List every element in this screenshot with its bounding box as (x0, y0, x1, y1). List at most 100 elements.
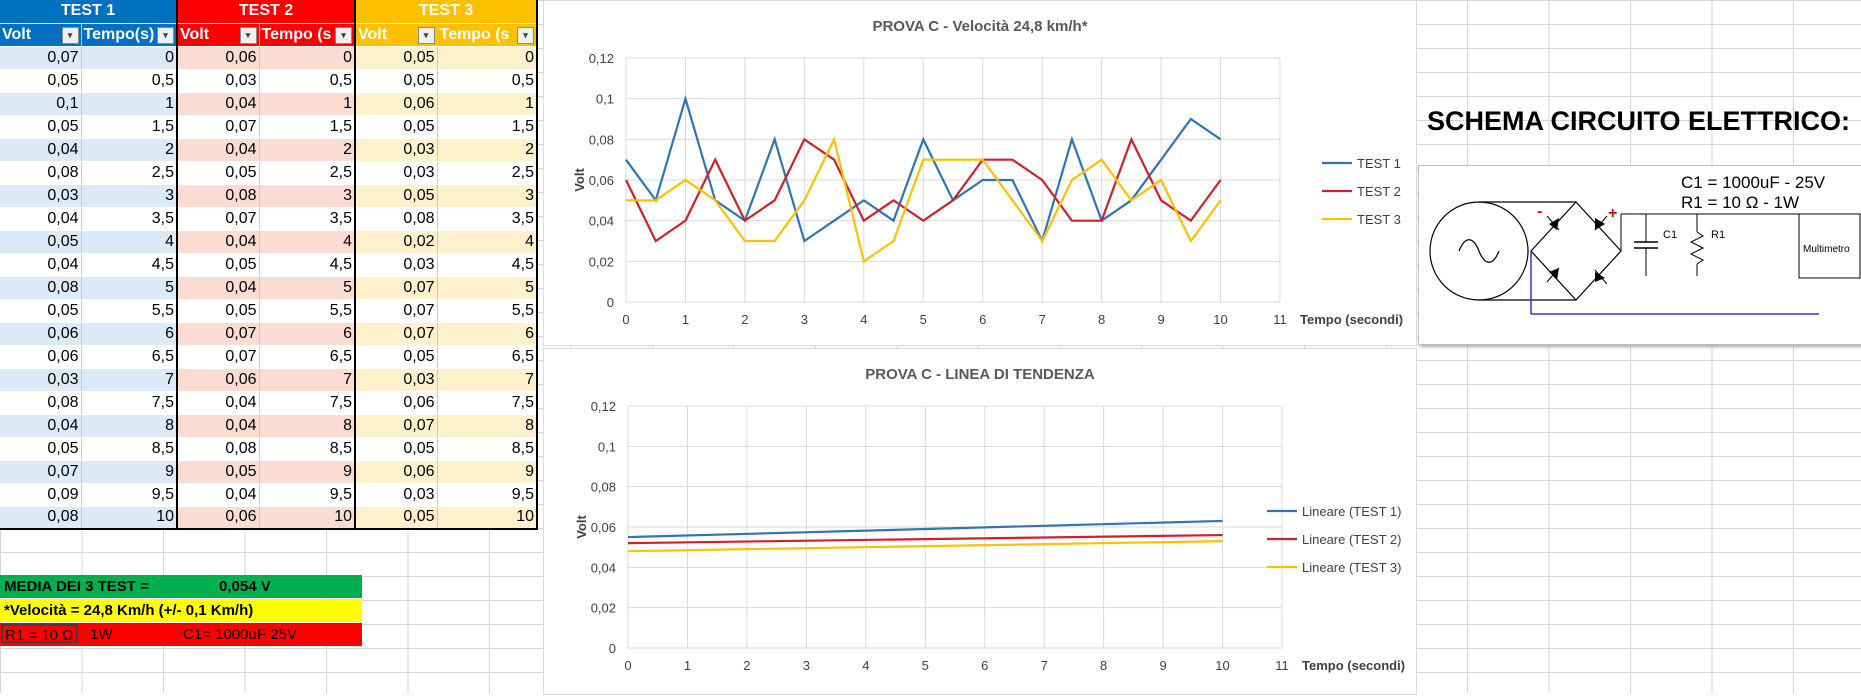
table-cell[interactable]: 0,05 (355, 437, 438, 461)
table-cell[interactable]: 0,07 (355, 276, 438, 300)
table-cell[interactable]: 6 (259, 322, 356, 346)
filter-dropdown-icon[interactable]: ▾ (157, 26, 174, 44)
table-cell[interactable]: 2,5 (259, 161, 356, 185)
table-cell[interactable]: 8 (81, 414, 178, 438)
table-cell[interactable]: 4,5 (259, 253, 356, 277)
table-cell[interactable]: 0,05 (355, 46, 438, 70)
table-cell[interactable]: 1 (437, 92, 538, 116)
table-cell[interactable]: 0,03 (355, 253, 438, 277)
table-cell[interactable]: 0,05 (355, 184, 438, 208)
table-cell[interactable]: 0,03 (0, 184, 82, 208)
table-cell[interactable]: 3,5 (81, 207, 178, 231)
table-cell[interactable]: 10 (259, 506, 356, 530)
table-cell[interactable]: 0,04 (177, 92, 260, 116)
table-cell[interactable]: 5 (437, 276, 538, 300)
table-cell[interactable]: 9 (437, 460, 538, 484)
table-cell[interactable]: 6 (81, 322, 178, 346)
filter-dropdown-icon[interactable]: ▾ (239, 26, 257, 44)
table-cell[interactable]: 0,03 (355, 138, 438, 162)
table-cell[interactable]: 9,5 (437, 483, 538, 507)
table-cell[interactable]: 0,05 (177, 253, 260, 277)
table-cell[interactable]: 0,04 (0, 253, 82, 277)
table-cell[interactable]: 4 (81, 230, 178, 254)
table-cell[interactable]: 8,5 (259, 437, 356, 461)
table-cell[interactable]: 0,07 (177, 322, 260, 346)
table-cell[interactable]: 3 (259, 184, 356, 208)
filter-dropdown-icon[interactable]: ▾ (417, 26, 435, 44)
table-cell[interactable]: 6,5 (81, 345, 178, 369)
table-cell[interactable]: 5 (259, 276, 356, 300)
table-cell[interactable]: 0,04 (0, 138, 82, 162)
table-cell[interactable]: 0,08 (0, 391, 82, 415)
filter-dropdown-icon[interactable]: ▾ (335, 26, 352, 44)
table-cell[interactable]: 6,5 (259, 345, 356, 369)
table-cell[interactable]: 7 (437, 368, 538, 392)
table-cell[interactable]: 0,04 (177, 483, 260, 507)
table-cell[interactable]: 0,07 (0, 46, 82, 70)
table-cell[interactable]: 1,5 (81, 115, 178, 139)
table-cell[interactable]: 0,07 (177, 115, 260, 139)
table-cell[interactable]: 0,04 (177, 391, 260, 415)
table-cell[interactable]: 0,08 (177, 437, 260, 461)
table-cell[interactable]: 0,06 (177, 506, 260, 530)
table-cell[interactable]: 1 (81, 92, 178, 116)
table-cell[interactable]: 0,05 (355, 69, 438, 93)
table-cell[interactable]: 5,5 (259, 299, 356, 323)
table-cell[interactable]: 0 (259, 46, 356, 70)
table-cell[interactable]: 0,06 (355, 92, 438, 116)
table-cell[interactable]: 0 (437, 46, 538, 70)
table-cell[interactable]: 0,08 (0, 506, 82, 530)
table-cell[interactable]: 8,5 (437, 437, 538, 461)
table-cell[interactable]: 10 (437, 506, 538, 530)
table-cell[interactable]: 0,1 (0, 92, 82, 116)
table-cell[interactable]: 5,5 (81, 299, 178, 323)
table-cell[interactable]: 6,5 (437, 345, 538, 369)
table-cell[interactable]: 0,05 (177, 460, 260, 484)
chart-tendenza[interactable]: PROVA C - LINEA DI TENDENZA 0 0,02 0,04 0,06… (543, 348, 1417, 695)
table-cell[interactable]: 0,09 (0, 483, 82, 507)
table-cell[interactable]: 4 (259, 230, 356, 254)
table-cell[interactable]: 8 (259, 414, 356, 438)
table-cell[interactable]: 3 (437, 184, 538, 208)
table-cell[interactable]: 0,03 (177, 69, 260, 93)
table-cell[interactable]: 1,5 (259, 115, 356, 139)
table-cell[interactable]: 0,08 (0, 161, 82, 185)
table-cell[interactable]: 9,5 (259, 483, 356, 507)
table-cell[interactable]: 0,06 (177, 46, 260, 70)
table-cell[interactable]: 0,06 (355, 460, 438, 484)
table-cell[interactable]: 0,03 (355, 483, 438, 507)
table-cell[interactable]: 0,06 (355, 391, 438, 415)
table-cell[interactable]: 0,04 (0, 207, 82, 231)
table-cell[interactable]: 0,02 (355, 230, 438, 254)
table-cell[interactable]: 0,5 (437, 69, 538, 93)
table-cell[interactable]: 5,5 (437, 299, 538, 323)
table-cell[interactable]: 6 (437, 322, 538, 346)
table-cell[interactable]: 2,5 (437, 161, 538, 185)
table-cell[interactable]: 7,5 (437, 391, 538, 415)
table-cell[interactable]: 0 (81, 46, 178, 70)
table-cell[interactable]: 2,5 (81, 161, 178, 185)
table-cell[interactable]: 0,04 (0, 414, 82, 438)
table-cell[interactable]: 1,5 (437, 115, 538, 139)
filter-dropdown-icon[interactable]: ▾ (61, 26, 79, 44)
table-cell[interactable]: 0,05 (355, 115, 438, 139)
table-cell[interactable]: 0,07 (355, 414, 438, 438)
table-cell[interactable]: 8,5 (81, 437, 178, 461)
table-cell[interactable]: 4,5 (437, 253, 538, 277)
table-cell[interactable]: 0,03 (0, 368, 82, 392)
table-cell[interactable]: 7 (81, 368, 178, 392)
table-cell[interactable]: 2 (81, 138, 178, 162)
table-cell[interactable]: 0,07 (177, 345, 260, 369)
table-cell[interactable]: 8 (437, 414, 538, 438)
table-cell[interactable]: 3,5 (259, 207, 356, 231)
table-cell[interactable]: 2 (259, 138, 356, 162)
table-cell[interactable]: 0,05 (0, 69, 82, 93)
table-cell[interactable]: 0,07 (0, 460, 82, 484)
table-cell[interactable]: 0,03 (355, 161, 438, 185)
table-cell[interactable]: 5 (81, 276, 178, 300)
table-cell[interactable]: 4 (437, 230, 538, 254)
table-cell[interactable]: 0,04 (177, 276, 260, 300)
table-cell[interactable]: 0,05 (355, 345, 438, 369)
table-cell[interactable]: 4,5 (81, 253, 178, 277)
table-cell[interactable]: 0,08 (355, 207, 438, 231)
